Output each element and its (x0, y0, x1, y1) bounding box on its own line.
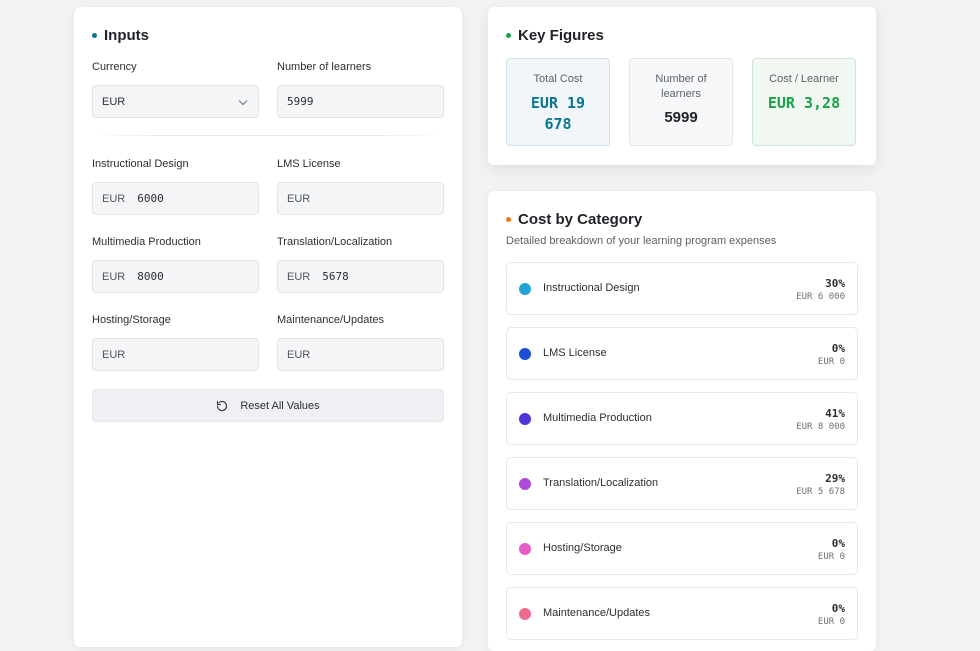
divider (92, 135, 444, 136)
translation-localization-label: Translation/Localization (277, 236, 393, 248)
category-row: Translation/Localization 29% EUR 5 678 (506, 457, 858, 510)
learners-label: Number of learners (277, 61, 372, 73)
learners-box: Number of learners 5999 (629, 58, 733, 146)
inputs-title-text: Inputs (104, 27, 149, 44)
category-row: Instructional Design 30% EUR 6 000 (506, 262, 858, 315)
total-cost-label: Total Cost (533, 73, 583, 85)
maintenance-updates-input[interactable]: EUR (277, 338, 444, 371)
learners-box-label: Number of learners (655, 73, 707, 100)
category-color-dot-icon (519, 543, 531, 555)
total-cost-value: EUR 19 678 (530, 94, 586, 133)
category-row: Maintenance/Updates 0% EUR 0 (506, 587, 858, 640)
currency-value: EUR (102, 95, 126, 108)
category-percent: 0% (831, 342, 845, 355)
learners-box-value: 5999 (664, 109, 698, 126)
category-amount: EUR 6 000 (796, 292, 845, 302)
currency-prefix: EUR (102, 348, 126, 361)
learners-value: 5999 (287, 95, 314, 108)
reset-label: Reset All Values (240, 399, 320, 412)
category-row: LMS License 0% EUR 0 (506, 327, 858, 380)
key-figures-title-text: Key Figures (518, 27, 604, 44)
maintenance-updates-label: Maintenance/Updates (277, 314, 385, 326)
instructional-design-input[interactable]: EUR 6000 (92, 182, 259, 215)
cost-by-category-card: Cost by Category Detailed breakdown of y… (488, 191, 876, 651)
translation-localization-value: 5678 (322, 270, 349, 283)
category-percent: 0% (831, 537, 845, 550)
category-color-dot-icon (519, 478, 531, 490)
translation-localization-input[interactable]: EUR 5678 (277, 260, 444, 293)
category-name: Hosting/Storage (543, 542, 622, 554)
reset-icon (217, 400, 228, 411)
currency-prefix: EUR (287, 192, 311, 205)
category-name: Maintenance/Updates (543, 607, 651, 619)
currency-label: Currency (92, 61, 137, 73)
lms-license-label: LMS License (277, 158, 341, 170)
multimedia-production-label: Multimedia Production (92, 236, 201, 248)
currency-prefix: EUR (287, 348, 311, 361)
hosting-storage-label: Hosting/Storage (92, 314, 171, 326)
category-amount: EUR 0 (817, 617, 845, 627)
category-row: Hosting/Storage 0% EUR 0 (506, 522, 858, 575)
reset-button[interactable]: Reset All Values (92, 389, 444, 422)
instructional-design-value: 6000 (137, 192, 164, 205)
hosting-storage-input[interactable]: EUR (92, 338, 259, 371)
category-percent: 0% (831, 602, 845, 615)
currency-prefix: EUR (287, 270, 311, 283)
category-name: Multimedia Production (543, 412, 652, 424)
category-color-dot-icon (519, 348, 531, 360)
inputs-dot-icon (92, 33, 97, 38)
cost-per-learner-value: EUR 3,28 (767, 94, 841, 112)
currency-prefix: EUR (102, 270, 126, 283)
category-name: LMS License (543, 347, 607, 359)
category-title-text: Cost by Category (518, 211, 643, 228)
category-dot-icon (506, 217, 511, 222)
multimedia-production-value: 8000 (137, 270, 164, 283)
key-figures-card: Key Figures Total Cost EUR 19 678 Number… (488, 7, 876, 165)
category-amount: EUR 8 000 (796, 422, 845, 432)
category-color-dot-icon (519, 608, 531, 620)
category-title: Cost by Category (506, 211, 642, 228)
learners-input[interactable]: 5999 (277, 85, 444, 118)
category-amount: EUR 5 678 (796, 487, 845, 497)
category-subtitle: Detailed breakdown of your learning prog… (506, 235, 777, 247)
currency-select[interactable]: EUR (92, 85, 259, 118)
category-color-dot-icon (519, 283, 531, 295)
category-amount: EUR 0 (817, 357, 845, 367)
category-amount: EUR 0 (817, 552, 845, 562)
category-percent: 30% (825, 277, 845, 290)
category-name: Instructional Design (543, 282, 640, 294)
instructional-design-label: Instructional Design (92, 158, 189, 170)
category-row: Multimedia Production 41% EUR 8 000 (506, 392, 858, 445)
cost-per-learner-label: Cost / Learner (769, 73, 839, 85)
lms-license-input[interactable]: EUR (277, 182, 444, 215)
category-percent: 29% (825, 472, 845, 485)
category-name: Translation/Localization (543, 477, 659, 489)
key-figures-title: Key Figures (506, 27, 604, 44)
category-color-dot-icon (519, 413, 531, 425)
cost-per-learner-box: Cost / Learner EUR 3,28 (752, 58, 856, 146)
key-figures-dot-icon (506, 33, 511, 38)
currency-prefix: EUR (102, 192, 126, 205)
category-percent: 41% (825, 407, 845, 420)
chevron-down-icon (238, 96, 248, 106)
multimedia-production-input[interactable]: EUR 8000 (92, 260, 259, 293)
inputs-card: Inputs Currency EUR Number of learners 5… (74, 7, 462, 647)
total-cost-box: Total Cost EUR 19 678 (506, 58, 610, 146)
inputs-title: Inputs (92, 27, 149, 44)
